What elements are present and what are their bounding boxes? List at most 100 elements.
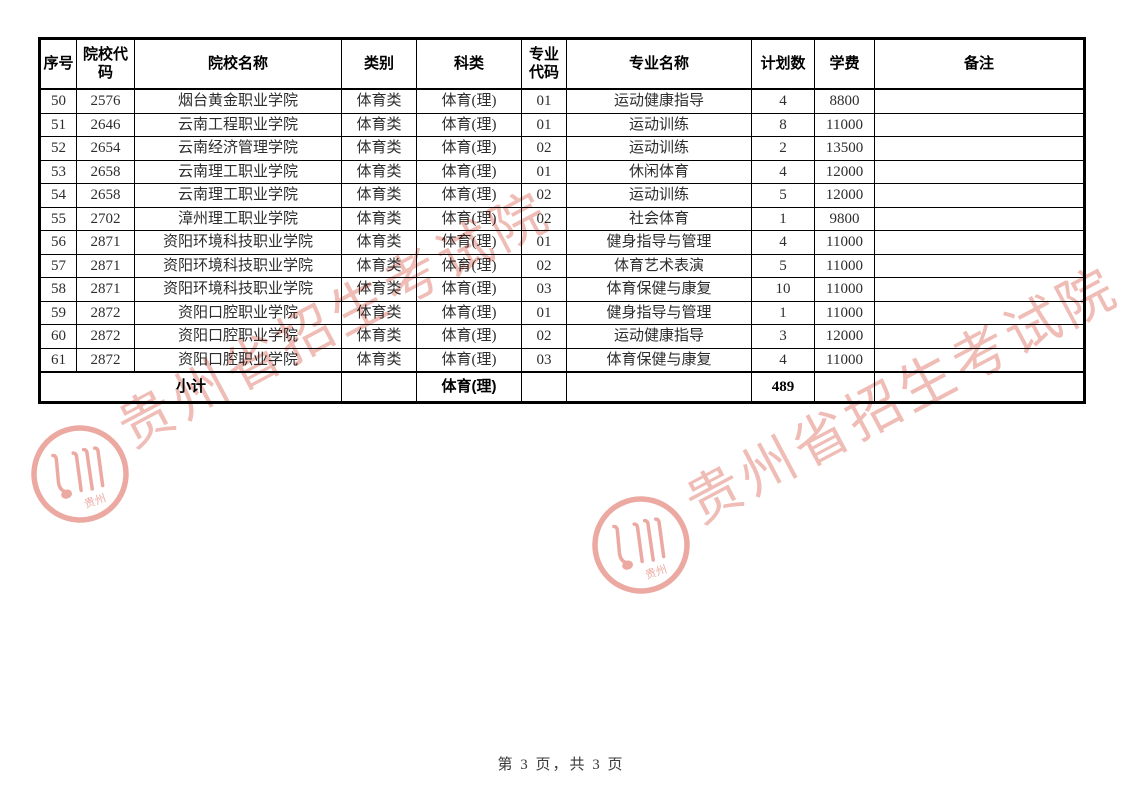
- seal-caption: 贵州: [644, 563, 669, 582]
- table-cell-college-code: 2658: [76, 159, 135, 184]
- table-cell-category: 体育类: [341, 230, 417, 255]
- table-cell-college-name: 资阳环境科技职业学院: [134, 230, 342, 255]
- table-cell-category: 体育类: [341, 112, 417, 137]
- subtotal-label-cell: 小计: [39, 371, 342, 403]
- table-row: 56 2871 资阳环境科技职业学院 体育类 体育(理) 01 健身指导与管理 4 11000: [39, 230, 1085, 255]
- table-cell-no: 56: [39, 230, 77, 255]
- table-cell-college-code: 2702: [76, 206, 135, 231]
- table-cell-college-code: 2654: [76, 136, 135, 161]
- table-cell-no: 53: [39, 159, 77, 184]
- table-cell-college-code: 2872: [76, 300, 135, 325]
- subtotal-plan-count-cell: 489: [751, 371, 815, 403]
- column-header-subject-type: 科类: [416, 38, 522, 90]
- table-cell-college-code: 2658: [76, 183, 135, 208]
- table-cell-no: 61: [39, 347, 77, 373]
- table-cell-remark: [874, 300, 1085, 325]
- table-cell-category: 体育类: [341, 136, 417, 161]
- table-cell-major-name: 运动健康指导: [566, 324, 752, 349]
- table-cell-no: 58: [39, 277, 77, 302]
- table-row: 57 2871 资阳环境科技职业学院 体育类 体育(理) 02 体育艺术表演 5 11000: [39, 253, 1085, 278]
- table-cell-major-code: 02: [521, 324, 567, 349]
- table-cell-plan-count: 4: [751, 159, 815, 184]
- table-cell-major-code: 01: [521, 112, 567, 137]
- table-cell-major-name: 社会体育: [566, 206, 752, 231]
- table-cell-major-name: 健身指导与管理: [566, 300, 752, 325]
- table-cell-major-name: 运动训练: [566, 183, 752, 208]
- table-row: 54 2658 云南理工职业学院 体育类 体育(理) 02 运动训练 5 12000: [39, 183, 1085, 208]
- table-cell-major-code: 01: [521, 230, 567, 255]
- column-header-major-name: 专业名称: [566, 38, 752, 90]
- table-cell-plan-count: 8: [751, 112, 815, 137]
- table-cell-major-code: 01: [521, 300, 567, 325]
- table-cell-subject-type: 体育(理): [416, 347, 522, 373]
- table-cell-major-name: 体育保健与康复: [566, 347, 752, 373]
- table-cell-subject-type: 体育(理): [416, 277, 522, 302]
- enrollment-plan-table: 序号 院校代码 院校名称 类别 科类 专业代码 专业名称 计划数 学费 备注 50 2576 烟台黄金…: [38, 37, 1086, 404]
- table-cell-tuition: 11000: [814, 253, 875, 278]
- table-cell-category: 体育类: [341, 347, 417, 373]
- table-cell-major-code: 02: [521, 136, 567, 161]
- table-row: 59 2872 资阳口腔职业学院 体育类 体育(理) 01 健身指导与管理 1 11000: [39, 300, 1085, 325]
- table-cell-remark: [874, 112, 1085, 137]
- table-cell-tuition: 9800: [814, 206, 875, 231]
- table-cell-plan-count: 1: [751, 206, 815, 231]
- table-cell-plan-count: 4: [751, 88, 815, 114]
- guizhou-seal-icon: 贵州: [31, 425, 129, 523]
- table-cell-subject-type: 体育(理): [416, 159, 522, 184]
- subtotal-category-cell: [341, 371, 417, 403]
- table-cell-college-code: 2871: [76, 277, 135, 302]
- table-header-row: 序号 院校代码 院校名称 类别 科类 专业代码 专业名称 计划数 学费 备注: [39, 38, 1085, 90]
- table-cell-remark: [874, 253, 1085, 278]
- table-cell-college-code: 2646: [76, 112, 135, 137]
- table-cell-no: 52: [39, 136, 77, 161]
- table-cell-college-name: 资阳口腔职业学院: [134, 300, 342, 325]
- table-cell-plan-count: 4: [751, 230, 815, 255]
- column-header-major-code: 专业代码: [521, 38, 567, 90]
- table-cell-plan-count: 3: [751, 324, 815, 349]
- table-cell-college-name: 漳州理工职业学院: [134, 206, 342, 231]
- table-row: 60 2872 资阳口腔职业学院 体育类 体育(理) 02 运动健康指导 3 12000: [39, 324, 1085, 349]
- table-cell-remark: [874, 347, 1085, 373]
- table-cell-tuition: 11000: [814, 230, 875, 255]
- table-cell-major-code: 02: [521, 183, 567, 208]
- column-header-remark: 备注: [874, 38, 1085, 90]
- column-header-no: 序号: [39, 38, 77, 90]
- table-cell-category: 体育类: [341, 159, 417, 184]
- table-cell-plan-count: 4: [751, 347, 815, 373]
- table-cell-major-name: 运动训练: [566, 136, 752, 161]
- table-cell-subject-type: 体育(理): [416, 253, 522, 278]
- table-cell-subject-type: 体育(理): [416, 136, 522, 161]
- table-cell-plan-count: 10: [751, 277, 815, 302]
- table-cell-category: 体育类: [341, 183, 417, 208]
- table-cell-major-code: 02: [521, 206, 567, 231]
- table-cell-category: 体育类: [341, 206, 417, 231]
- subtotal-row: 小计 体育(理) 489: [39, 371, 1085, 403]
- table-cell-major-code: 01: [521, 88, 567, 114]
- table-cell-college-code: 2576: [76, 88, 135, 114]
- table-cell-college-code: 2871: [76, 230, 135, 255]
- table-cell-major-name: 休闲体育: [566, 159, 752, 184]
- table-cell-remark: [874, 206, 1085, 231]
- table-cell-remark: [874, 88, 1085, 114]
- table-cell-major-code: 03: [521, 277, 567, 302]
- table-cell-college-name: 资阳口腔职业学院: [134, 347, 342, 373]
- table-cell-college-code: 2871: [76, 253, 135, 278]
- table-row: 55 2702 漳州理工职业学院 体育类 体育(理) 02 社会体育 1 9800: [39, 206, 1085, 231]
- table-cell-no: 60: [39, 324, 77, 349]
- table-cell-college-name: 资阳环境科技职业学院: [134, 253, 342, 278]
- table-cell-plan-count: 5: [751, 183, 815, 208]
- table-cell-college-name: 云南经济管理学院: [134, 136, 342, 161]
- table-cell-remark: [874, 183, 1085, 208]
- table-cell-college-code: 2872: [76, 324, 135, 349]
- table-cell-tuition: 11000: [814, 277, 875, 302]
- table-cell-tuition: 12000: [814, 159, 875, 184]
- table-cell-plan-count: 2: [751, 136, 815, 161]
- table-cell-plan-count: 5: [751, 253, 815, 278]
- column-header-plan-count: 计划数: [751, 38, 815, 90]
- table-cell-major-code: 01: [521, 159, 567, 184]
- table-cell-major-code: 03: [521, 347, 567, 373]
- table-row: 51 2646 云南工程职业学院 体育类 体育(理) 01 运动训练 8 11000: [39, 112, 1085, 137]
- table-cell-category: 体育类: [341, 253, 417, 278]
- column-header-college-name: 院校名称: [134, 38, 342, 90]
